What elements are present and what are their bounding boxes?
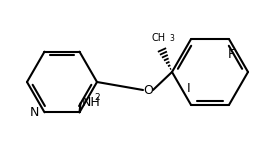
Text: NH: NH: [82, 96, 100, 109]
Text: 3: 3: [169, 34, 174, 43]
Text: N: N: [30, 106, 39, 119]
Text: 2: 2: [94, 93, 100, 102]
Text: F: F: [227, 48, 235, 61]
Text: O: O: [143, 84, 153, 97]
Text: I: I: [187, 82, 191, 95]
Text: CH: CH: [152, 33, 166, 43]
